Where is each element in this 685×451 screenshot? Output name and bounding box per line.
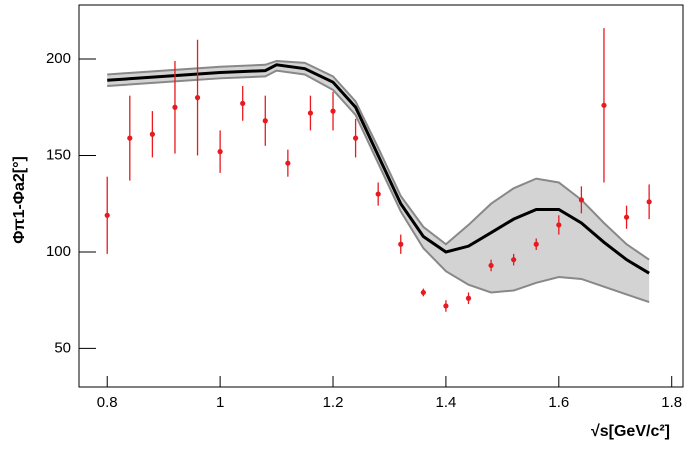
data-point	[465, 295, 472, 301]
data-point	[578, 197, 584, 203]
data-point	[443, 303, 449, 309]
data-point	[511, 257, 517, 263]
data-point	[307, 110, 314, 116]
x-tick-label: 1.2	[323, 394, 344, 411]
data-point	[285, 160, 291, 166]
data-point	[623, 214, 630, 220]
x-tick-label: 1	[216, 394, 224, 411]
data-point	[172, 104, 178, 110]
y-tick-label: 50	[54, 339, 71, 356]
band-lower-edge	[107, 69, 650, 304]
data-point	[127, 135, 133, 141]
data-point	[556, 222, 562, 228]
model-line	[107, 63, 650, 275]
data-point	[240, 100, 246, 106]
data-point	[375, 191, 381, 197]
data-point	[194, 95, 201, 101]
y-tick-label: 150	[46, 146, 71, 163]
data-point	[352, 135, 359, 141]
x-tick-label: 0.8	[97, 394, 118, 411]
data-point	[104, 212, 110, 218]
band-upper-edge	[107, 59, 650, 261]
data-point	[149, 131, 155, 137]
y-tick-label: 100	[46, 243, 71, 260]
y-axis-label: Φπ1-Φa2[°]	[11, 156, 28, 244]
x-tick-label: 1.4	[435, 394, 456, 411]
y-tick-label: 200	[46, 50, 71, 67]
x-axis-label: √s[GeV/c²]	[591, 423, 670, 440]
data-point	[488, 262, 494, 269]
x-tick-label: 1.8	[661, 394, 682, 411]
data-point	[398, 241, 404, 247]
x-tick-label: 1.6	[548, 394, 569, 411]
data-point	[646, 199, 652, 205]
data-point	[262, 118, 268, 124]
plot-frame	[78, 4, 684, 388]
data-point	[217, 149, 223, 155]
data-point	[601, 102, 607, 108]
data-point	[330, 108, 336, 114]
data-point	[420, 289, 426, 296]
model-band	[107, 60, 650, 303]
data-point	[533, 241, 539, 247]
